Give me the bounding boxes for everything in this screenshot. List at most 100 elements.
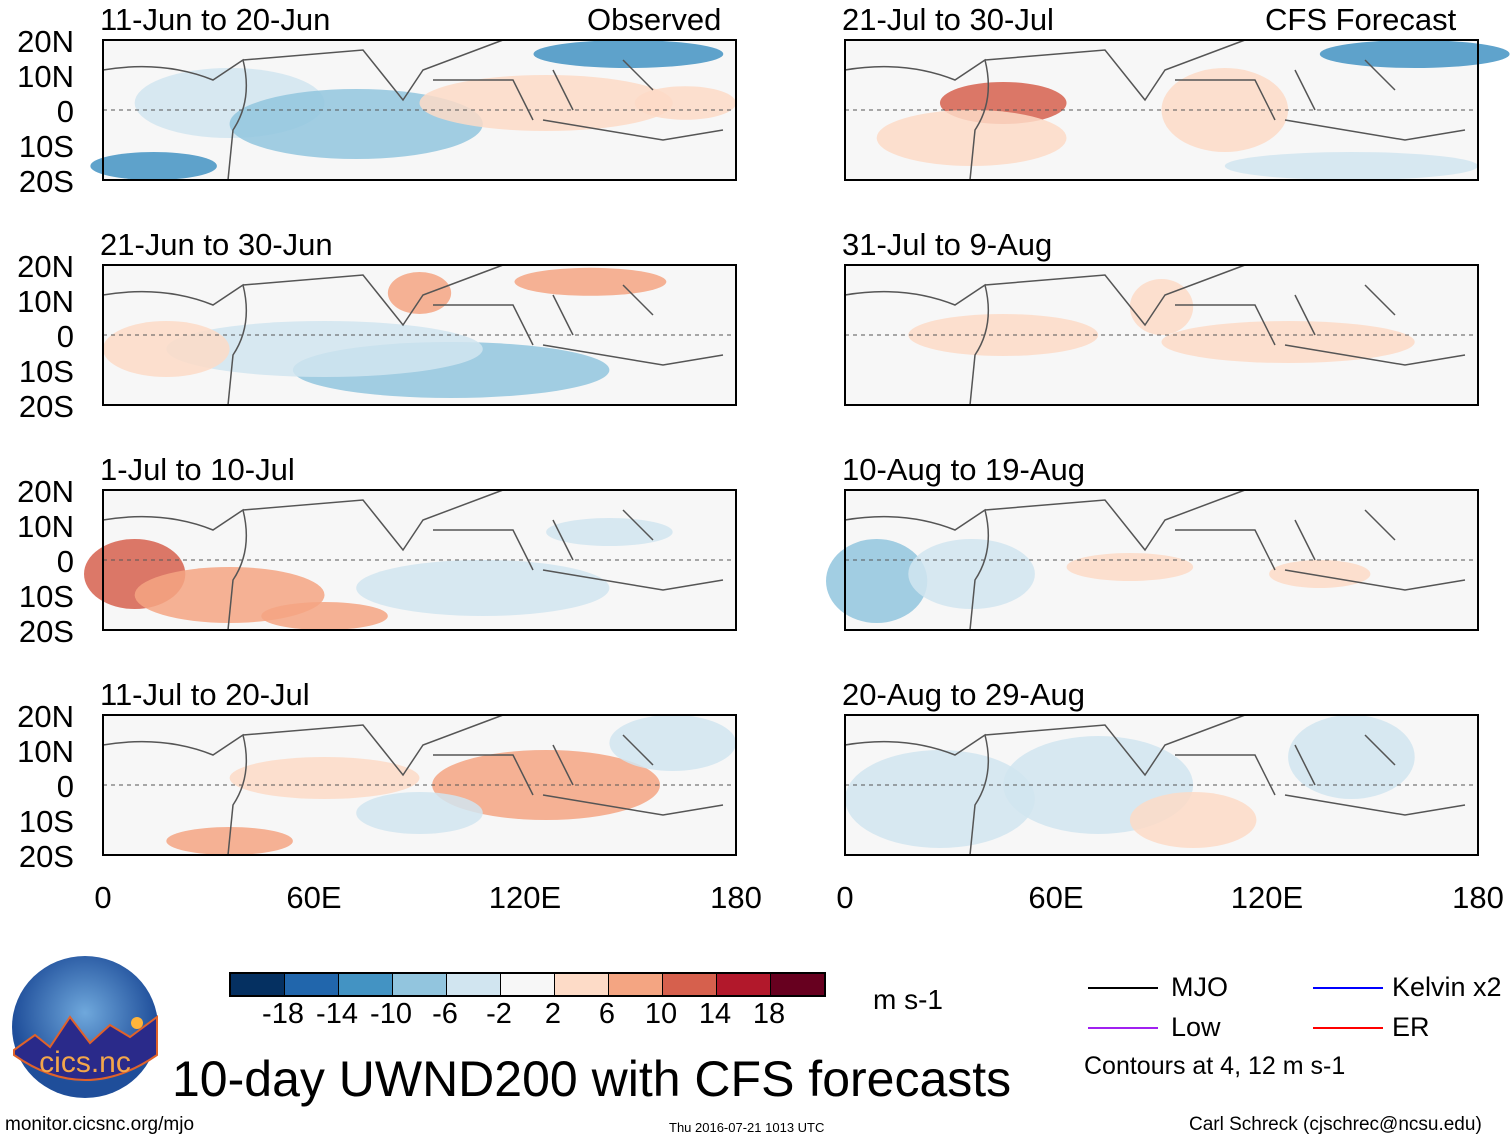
lat-label: 10S [18, 804, 74, 839]
wind-anomaly-shading [229, 89, 483, 159]
coastline [844, 489, 1466, 631]
wind-anomaly-shading [514, 267, 667, 296]
lat-label: 20S [18, 839, 74, 874]
wind-anomaly-shading [1129, 279, 1194, 335]
lon-label: 0 [94, 880, 112, 915]
wind-anomaly-shading [90, 152, 217, 180]
wind-anomaly-shading [908, 314, 1099, 356]
lat-label: 10N [17, 284, 74, 319]
wind-anomaly-shading [419, 75, 673, 131]
wind-anomaly-shading [103, 321, 230, 377]
lat-label: 10S [18, 579, 74, 614]
wind-anomaly-shading [1288, 715, 1415, 799]
footer-author: Carl Schreck (cjschrec@ncsu.edu) [1189, 1114, 1482, 1135]
map-panel [84, 489, 737, 631]
wind-anomaly-shading [1319, 40, 1510, 68]
legend-er-line [1313, 1027, 1383, 1029]
cics-logo: cics.nc [12, 956, 158, 1098]
panel-title: 21-Jul to 30-Jul [842, 2, 1054, 37]
wind-anomaly-shading [229, 757, 420, 799]
coastline [844, 264, 1466, 406]
wind-anomaly-shading [166, 321, 483, 377]
coastline [102, 489, 724, 631]
legend-kelvin-line [1313, 987, 1383, 989]
lat-label: 0 [56, 94, 74, 129]
panel-title: 1-Jul to 10-Jul [100, 452, 295, 487]
map-panel [844, 39, 1510, 181]
lat-label: 20S [18, 164, 74, 199]
wind-anomaly-shading [908, 539, 1035, 609]
coastline [102, 714, 724, 856]
colorbar-swatch [555, 974, 609, 995]
panel-frame [844, 489, 1479, 631]
wind-anomaly-shading [1224, 152, 1478, 180]
colorbar-swatch [339, 974, 393, 995]
legend-kelvin-label: Kelvin x2 [1392, 972, 1502, 1002]
map-panel [844, 714, 1479, 856]
colorbar-swatch [717, 974, 771, 995]
colorbar-tick-label: 18 [752, 998, 786, 1030]
panel-frame [102, 264, 737, 406]
colorbar-swatch [285, 974, 339, 995]
lat-label: 20S [18, 614, 74, 649]
wind-anomaly-shading [845, 750, 1035, 848]
colorbar [229, 972, 826, 997]
wind-anomaly-shading [261, 602, 388, 630]
colorbar-tick-label: 10 [644, 998, 678, 1030]
panel-title: 11-Jul to 20-Jul [100, 677, 310, 712]
coastline [844, 39, 1466, 181]
legend-note: Contours at 4, 12 m s-1 [1084, 1052, 1346, 1080]
colorbar-swatch [501, 974, 555, 995]
lat-label: 20N [17, 699, 74, 734]
legend-low-line [1088, 1027, 1158, 1029]
footer-url[interactable]: monitor.cicsnc.org/mjo [5, 1114, 195, 1135]
lat-label: 20N [17, 249, 74, 284]
lat-label: 0 [56, 544, 74, 579]
wind-anomaly-shading [1161, 321, 1415, 363]
panel-frame [844, 264, 1479, 406]
panel-title: 31-Jul to 9-Aug [842, 227, 1053, 262]
panel-frame [102, 39, 737, 181]
colorbar-unit: m s-1 [873, 984, 943, 1015]
coastline [102, 39, 724, 181]
colorbar-swatch [393, 974, 447, 995]
colorbar-swatch [771, 974, 824, 995]
colorbar-swatch [231, 974, 285, 995]
wind-anomaly-shading [1269, 560, 1371, 588]
lon-label: 180 [710, 880, 762, 915]
lat-label: 0 [56, 319, 74, 354]
lon-label: 120E [1230, 880, 1304, 915]
colorbar-tick-label: 14 [698, 998, 732, 1030]
colorbar-swatch [447, 974, 501, 995]
wind-anomaly-shading [533, 40, 724, 68]
coastline [844, 714, 1466, 856]
panel-title: 10-Aug to 19-Aug [842, 452, 1086, 487]
lat-label: 20S [18, 389, 74, 424]
panel-frame [844, 714, 1479, 856]
panel-title: 20-Aug to 29-Aug [842, 677, 1086, 712]
lon-label: 60E [1028, 880, 1084, 915]
colorbar-tick-label: 6 [598, 998, 616, 1030]
wind-anomaly-shading [634, 86, 736, 120]
panel-frame [102, 714, 737, 856]
observed-label: Observed [587, 2, 722, 37]
wind-anomaly-shading [876, 110, 1067, 166]
colorbar-tick-label: -6 [432, 998, 458, 1030]
footer-timestamp: Thu 2016-07-21 1013 UTC [669, 1120, 825, 1135]
lat-label: 0 [56, 769, 74, 804]
coastline [102, 264, 724, 406]
lat-label: 10S [18, 129, 74, 164]
colorbar-tick-label: -2 [486, 998, 512, 1030]
legend-mjo-line [1088, 987, 1158, 989]
map-panel [102, 714, 737, 856]
panel-title: 21-Jun to 30-Jun [100, 227, 333, 262]
wind-anomaly-shading [609, 715, 736, 771]
svg-text:cics.nc: cics.nc [39, 1046, 131, 1079]
panel-frame [844, 39, 1479, 181]
map-panel [844, 264, 1479, 406]
colorbar-tick-label: -18 [262, 998, 304, 1030]
wind-anomaly-shading [356, 792, 483, 834]
map-panel [826, 489, 1479, 631]
figure-title: 10-day UWND200 with CFS forecasts [172, 1051, 1012, 1107]
map-panel [102, 264, 737, 406]
